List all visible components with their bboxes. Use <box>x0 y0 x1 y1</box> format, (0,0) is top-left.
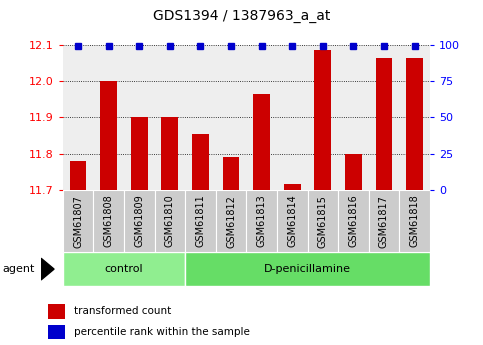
Text: transformed count: transformed count <box>74 306 171 316</box>
Bar <box>284 184 300 190</box>
Bar <box>376 58 392 190</box>
Text: GDS1394 / 1387963_a_at: GDS1394 / 1387963_a_at <box>153 9 330 23</box>
Bar <box>223 157 240 190</box>
FancyBboxPatch shape <box>399 190 430 252</box>
Bar <box>314 50 331 190</box>
Text: GSM61817: GSM61817 <box>379 195 389 248</box>
FancyBboxPatch shape <box>246 190 277 252</box>
Text: control: control <box>105 264 143 274</box>
FancyBboxPatch shape <box>185 190 216 252</box>
Bar <box>100 81 117 190</box>
FancyBboxPatch shape <box>63 190 93 252</box>
FancyBboxPatch shape <box>63 252 185 286</box>
FancyBboxPatch shape <box>216 190 246 252</box>
Text: GSM61812: GSM61812 <box>226 195 236 248</box>
FancyBboxPatch shape <box>308 190 338 252</box>
Bar <box>161 117 178 190</box>
Text: GSM61818: GSM61818 <box>410 195 420 247</box>
Text: D-penicillamine: D-penicillamine <box>264 264 351 274</box>
Bar <box>131 117 148 190</box>
Text: GSM61808: GSM61808 <box>104 195 114 247</box>
FancyBboxPatch shape <box>93 190 124 252</box>
Text: percentile rank within the sample: percentile rank within the sample <box>74 327 250 337</box>
FancyBboxPatch shape <box>124 190 155 252</box>
Text: GSM61807: GSM61807 <box>73 195 83 248</box>
FancyBboxPatch shape <box>155 190 185 252</box>
Bar <box>406 58 423 190</box>
Text: GSM61810: GSM61810 <box>165 195 175 247</box>
FancyBboxPatch shape <box>185 252 430 286</box>
FancyBboxPatch shape <box>277 190 308 252</box>
Bar <box>70 161 86 190</box>
FancyBboxPatch shape <box>369 190 399 252</box>
Bar <box>48 304 65 319</box>
Text: GSM61816: GSM61816 <box>348 195 358 247</box>
Bar <box>345 154 362 190</box>
Text: GSM61813: GSM61813 <box>256 195 267 247</box>
Text: GSM61814: GSM61814 <box>287 195 297 247</box>
Text: GSM61815: GSM61815 <box>318 195 328 248</box>
Bar <box>48 325 65 339</box>
Text: GSM61811: GSM61811 <box>196 195 205 247</box>
Bar <box>253 94 270 190</box>
Bar <box>192 134 209 190</box>
Polygon shape <box>41 258 54 280</box>
FancyBboxPatch shape <box>338 190 369 252</box>
Text: GSM61809: GSM61809 <box>134 195 144 247</box>
Text: agent: agent <box>2 264 35 274</box>
